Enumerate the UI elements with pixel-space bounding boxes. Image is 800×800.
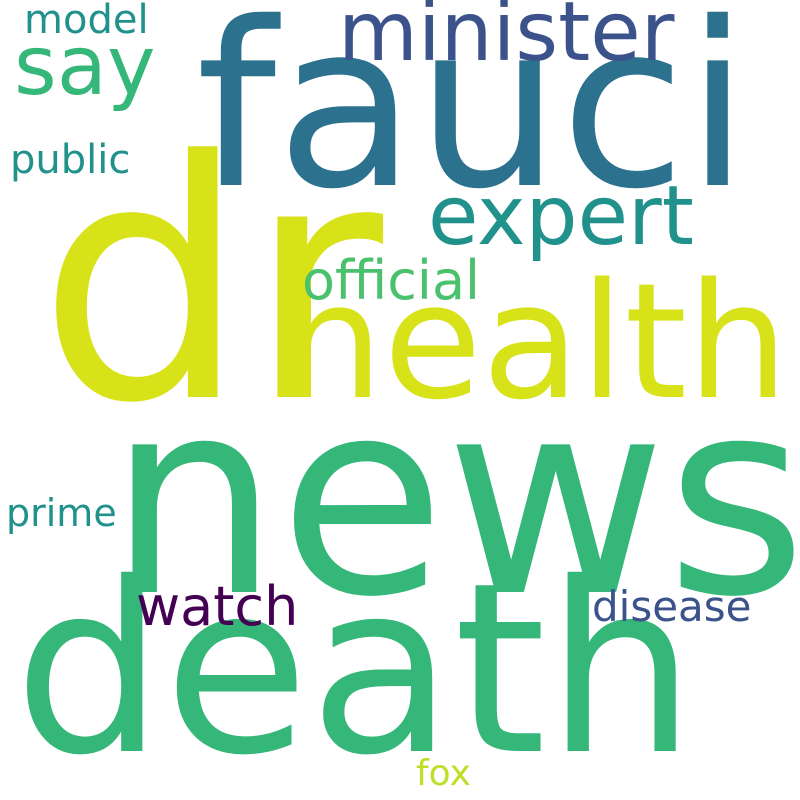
- word-model: model: [24, 0, 149, 43]
- word-prime: prime: [6, 491, 117, 535]
- word-public: public: [10, 137, 131, 183]
- word-minister: minister: [338, 0, 675, 80]
- word-disease: disease: [592, 582, 752, 631]
- word-watch: watch: [136, 575, 299, 638]
- word-dr: dr: [38, 91, 384, 475]
- word-death: death: [14, 532, 696, 800]
- word-expert: expert: [428, 169, 694, 264]
- word-health: health: [282, 248, 789, 435]
- word-fox: fox: [416, 753, 471, 794]
- word-say: say: [14, 19, 156, 114]
- word-news: news: [108, 341, 800, 656]
- word-official: official: [302, 249, 481, 312]
- word-fauci: fauci: [196, 0, 750, 239]
